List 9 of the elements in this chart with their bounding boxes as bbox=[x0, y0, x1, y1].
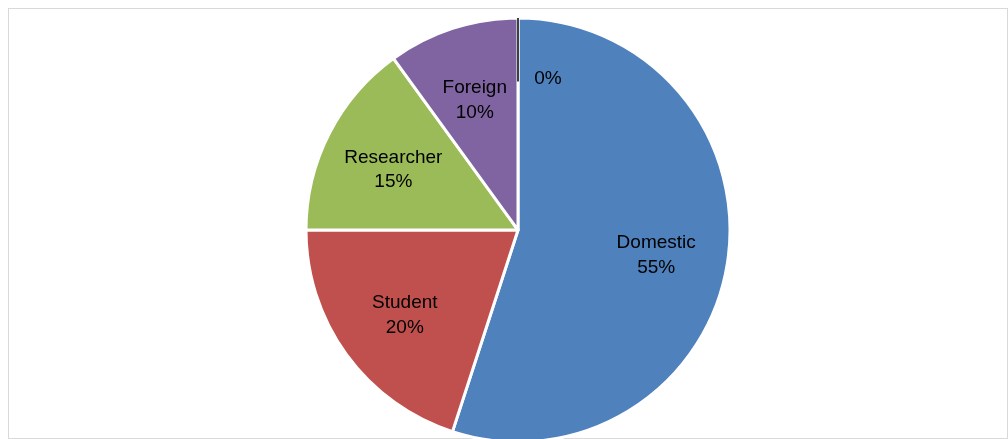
data-label: 15% bbox=[374, 170, 413, 192]
data-label: 55% bbox=[637, 255, 676, 277]
slice-label: Student bbox=[372, 291, 439, 313]
slice-label: Foreign bbox=[442, 76, 507, 98]
data-label: 10% bbox=[455, 100, 494, 122]
text: 0% bbox=[534, 67, 562, 89]
slice-label: Domestic bbox=[616, 231, 696, 253]
slice-label: Researcher bbox=[344, 145, 444, 167]
data-label: 20% bbox=[385, 316, 424, 338]
